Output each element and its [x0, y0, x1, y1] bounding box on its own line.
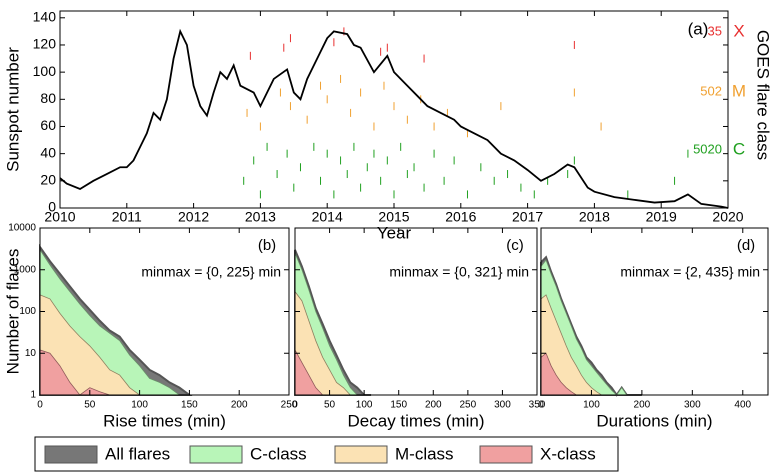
x-axis-label: Rise times (min) [103, 411, 226, 430]
x-tick-label: 2019 [646, 209, 677, 225]
y-tick-label: 20 [40, 172, 56, 188]
x-axis-label: Year [377, 223, 412, 242]
y-axis-label: Sunspot number [3, 47, 22, 172]
x-tick-label: 150 [390, 400, 407, 411]
x-tick-label: 50 [84, 400, 96, 411]
y-tick-label: 80 [40, 90, 56, 106]
y-tick-label: 10000 [8, 223, 36, 234]
x-tick-label: 2014 [312, 209, 343, 225]
panel-label: (c) [506, 237, 524, 254]
x-axis-label: Durations (min) [596, 411, 712, 430]
y-tick-label: 1000 [14, 264, 37, 275]
x-tick-label: 2013 [245, 209, 276, 225]
x-tick-label: 0 [538, 400, 544, 411]
legend-label: M-class [395, 444, 454, 463]
x-tick-label: 300 [494, 400, 511, 411]
legend-label: C-class [250, 444, 307, 463]
x-tick-label: 400 [734, 400, 751, 411]
minmax-note: minmax = {0, 225} min [141, 264, 281, 280]
panel-label: (b) [258, 237, 276, 254]
y-tick-label: 0 [48, 199, 56, 215]
minmax-note: minmax = {2, 435} min [620, 264, 760, 280]
y-tick-label: 100 [33, 63, 57, 79]
sunspot-line [59, 28, 729, 209]
panel-label: (d) [737, 237, 755, 254]
x-tick-label: 250 [281, 400, 298, 411]
y-tick-label: 10 [25, 348, 37, 359]
flare-count: 5020 [693, 141, 722, 156]
x-tick-label: 300 [684, 400, 701, 411]
legend-swatch [189, 445, 243, 464]
flare-class: M [732, 81, 746, 100]
x-tick-label: 2018 [579, 209, 610, 225]
y-tick-label: 40 [40, 144, 56, 160]
legend-swatch [44, 445, 98, 464]
x-tick-label: 250 [460, 400, 477, 411]
y-axis-label: Number of flares [3, 249, 22, 375]
flare-count: 502 [700, 83, 722, 98]
x-tick-label: 2012 [178, 209, 209, 225]
legend-swatch [479, 445, 533, 464]
y-tick-label: 100 [19, 306, 36, 317]
flare-count: 35 [708, 23, 722, 38]
x-tick-label: 2015 [378, 209, 409, 225]
x-tick-label: 2010 [44, 209, 75, 225]
x-tick-label: 200 [231, 400, 248, 411]
legend-label: All flares [105, 444, 170, 463]
y2-axis-label: GOES flare class [754, 30, 773, 160]
y-tick-label: 120 [33, 36, 57, 52]
panel-label: (a) [688, 19, 709, 38]
x-tick-label: 2017 [512, 209, 543, 225]
x-tick-label: 150 [181, 400, 198, 411]
y-tick-label: 1 [30, 390, 36, 401]
x-tick-label: 350 [529, 400, 546, 411]
flare-class: X [733, 21, 744, 40]
x-tick-label: 2011 [112, 209, 142, 225]
flare-class: C [733, 139, 745, 158]
y-tick-label: 60 [40, 117, 56, 133]
x-tick-label: 50 [324, 400, 336, 411]
x-tick-label: 100 [131, 400, 148, 411]
y-tick-label: 140 [33, 8, 57, 24]
minmax-note: minmax = {0, 321} min [389, 264, 529, 280]
x-tick-label: 0 [37, 400, 43, 411]
x-axis-label: Decay times (min) [348, 411, 485, 430]
x-tick-label: 200 [425, 400, 442, 411]
x-tick-label: 2020 [712, 209, 743, 225]
x-tick-label: 200 [634, 400, 651, 411]
legend-label: X-class [540, 444, 596, 463]
x-tick-label: 2016 [445, 209, 476, 225]
legend-swatch [334, 445, 388, 464]
x-tick-label: 100 [583, 400, 600, 411]
x-tick-label: 100 [356, 400, 373, 411]
x-tick-label: 0 [292, 400, 298, 411]
